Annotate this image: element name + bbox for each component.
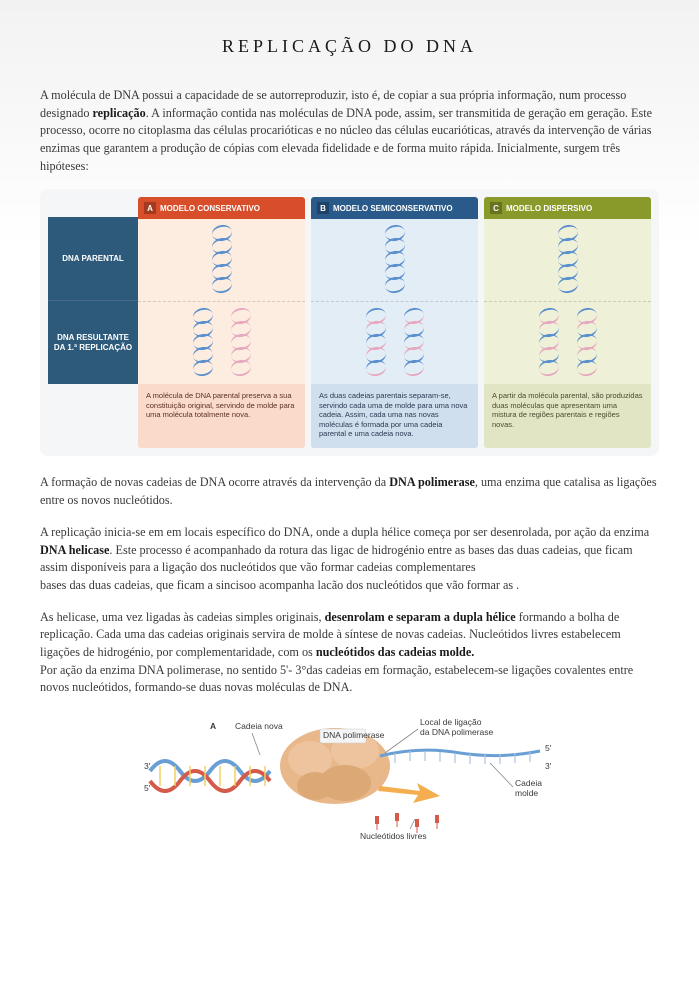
paragraph-polimerase: A formação de novas cadeias de DNA ocorr…: [40, 474, 659, 509]
column-header: B MODELO SEMICONSERVATIVO: [311, 197, 478, 219]
polymerase-diagram: A Cadeia nova 3' 5' DNA polimerase Local…: [40, 711, 659, 841]
column-caption: As duas cadeias parentais separam-se, se…: [311, 384, 478, 448]
dna-helix-icon: [558, 225, 578, 295]
column-header-text: MODELO SEMICONSERVATIVO: [333, 204, 453, 213]
column-header-text: MODELO DISPERSIVO: [506, 204, 592, 213]
model-column-c: C MODELO DISPERSIVO A partir da molécula p…: [484, 197, 651, 448]
column-badge: A: [144, 202, 156, 214]
models-diagram: DNA PARENTAL DNA RESULTANTE DA 1.ª REPLI…: [40, 189, 659, 456]
column-caption: A partir da molécula parental, são produ…: [484, 384, 651, 448]
dna-helix-icon: [212, 225, 232, 295]
d2-local-2: da DNA polimerase: [420, 727, 494, 737]
paragraph-separation: As helicase, uma vez ligadas às cadeias …: [40, 609, 659, 697]
model-column-a: A MODELO CONSERVATIVO A molécula de DNA pa…: [138, 197, 305, 448]
intro-paragraph: A molécula de DNA possui a capacidade de…: [40, 87, 659, 175]
svg-text:3': 3': [545, 761, 552, 771]
parental-cell: [311, 219, 478, 302]
dna-helix-icon: [385, 225, 405, 295]
free-nucleotides: [375, 813, 439, 833]
d2-local-1: Local de ligação: [420, 717, 482, 727]
result-cell: [484, 302, 651, 384]
page-title: REPLICAÇÃO DO DNA: [40, 36, 659, 57]
dna-helix-icon: [539, 308, 559, 378]
model-column-b: B MODELO SEMICONSERVATIVO As duas cadeias …: [311, 197, 478, 448]
column-badge: C: [490, 202, 502, 214]
dna-helix-icon: [366, 308, 386, 378]
d2-cadeia-molde-2: molde: [515, 788, 538, 798]
d2-nucleotidos: Nucleótidos livres: [360, 831, 427, 841]
paragraph-helicase: A replicação inicia-se em em locais espe…: [40, 524, 659, 595]
column-header-text: MODELO CONSERVATIVO: [160, 204, 260, 213]
dna-helix-icon: [577, 308, 597, 378]
row-labels: DNA PARENTAL DNA RESULTANTE DA 1.ª REPLI…: [48, 197, 138, 448]
d2-label-a: A: [210, 721, 216, 731]
d2-cadeia-molde-1: Cadeia: [515, 778, 542, 788]
column-header: A MODELO CONSERVATIVO: [138, 197, 305, 219]
column-caption: A molécula de DNA parental preserva a su…: [138, 384, 305, 448]
dna-helix-icon: [193, 308, 213, 378]
dna-helix-icon: [404, 308, 424, 378]
result-cell: [311, 302, 478, 384]
parental-cell: [484, 219, 651, 302]
svg-text:5': 5': [545, 743, 552, 753]
row-label-parental: DNA PARENTAL: [48, 217, 138, 301]
d2-cadeia-nova: Cadeia nova: [235, 721, 283, 731]
column-badge: B: [317, 202, 329, 214]
row-label-resultante: DNA RESULTANTE DA 1.ª REPLICAÇÃO: [48, 301, 138, 384]
parental-cell: [138, 219, 305, 302]
svg-text:5': 5': [144, 783, 151, 793]
dna-helix-icon: [231, 308, 251, 378]
result-cell: [138, 302, 305, 384]
svg-text:3': 3': [144, 761, 151, 771]
column-header: C MODELO DISPERSIVO: [484, 197, 651, 219]
d2-polimerase: DNA polimerase: [323, 730, 385, 740]
